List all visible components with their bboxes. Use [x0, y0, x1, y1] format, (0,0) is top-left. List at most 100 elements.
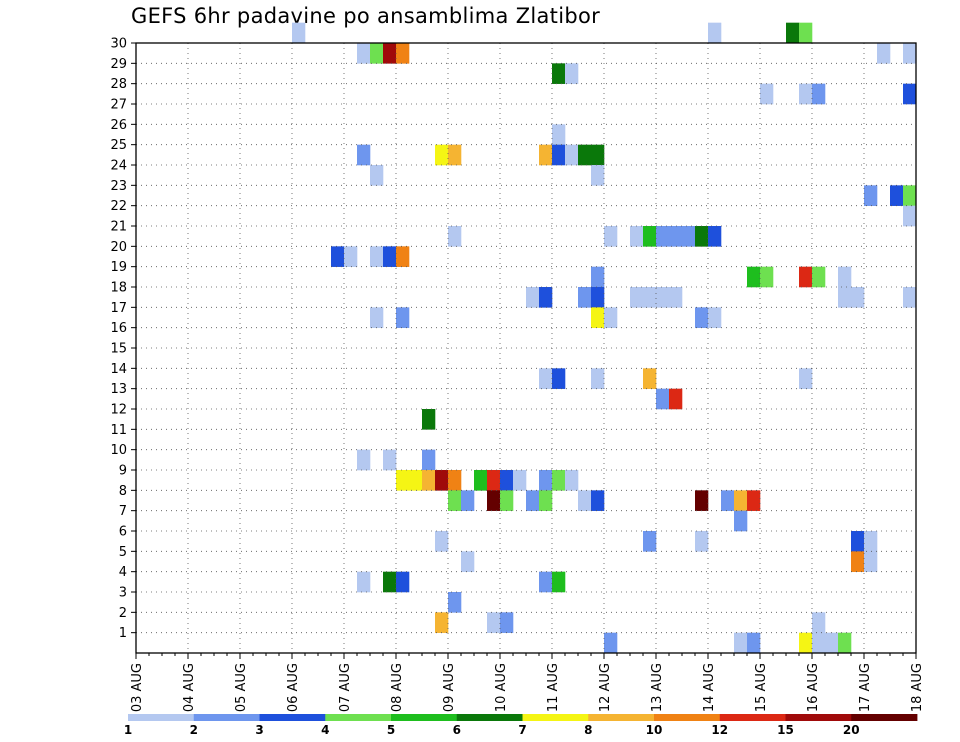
precip-cell-m8-s24: [448, 470, 462, 491]
precip-cell-m0-s52: [812, 632, 826, 654]
precip-cell-m20-s42: [682, 226, 696, 247]
precip-cell-m24-s17: [357, 144, 371, 166]
y-tick-label: 9: [119, 464, 127, 479]
precip-cell-m11-s22: [422, 409, 436, 430]
precip-cell-m22-s59: [903, 185, 917, 206]
precip-cell-m20-s39: [643, 226, 657, 247]
precip-cell-m19-s18: [370, 246, 384, 267]
precip-cell-m13-s32: [552, 368, 566, 389]
y-tick-label: 11: [110, 423, 127, 438]
legend-swatch: [456, 714, 523, 721]
y-tick-label: 17: [110, 301, 127, 316]
precip-cell-m29-s18: [370, 43, 384, 64]
x-tick-label: 17 AUG: [858, 663, 873, 712]
x-tick-label: 18 AUG: [910, 663, 925, 712]
precip-cell-m7-s25: [461, 490, 475, 511]
precip-cell-m16-s18: [370, 307, 384, 328]
legend-swatch: [851, 714, 918, 721]
precip-cell-m8-s22: [422, 470, 436, 491]
legend-swatch: [325, 714, 392, 721]
precip-cell-m5-s39: [643, 531, 657, 552]
precip-cell-m29-s57: [877, 43, 891, 64]
precip-cell-m8-s31: [539, 470, 553, 491]
precip-cell-m24-s33: [565, 144, 579, 166]
y-tick-label: 25: [110, 138, 127, 153]
precip-cell-m18-s35: [591, 266, 605, 288]
precip-cell-m3-s31: [539, 571, 553, 593]
precip-cell-m1-s52: [812, 612, 826, 633]
precip-cell-m7-s27: [487, 490, 501, 511]
x-tick-label: 15 AUG: [754, 663, 769, 712]
y-tick-label: 14: [110, 362, 127, 377]
precip-cell-m17-s30: [526, 287, 540, 308]
precip-cell-m5-s43: [695, 531, 709, 552]
precip-cell-m27-s52: [812, 83, 826, 105]
x-tick-label: 03 AUG: [130, 663, 145, 712]
y-tick-label: 16: [110, 321, 127, 336]
precip-cell-m7-s34: [578, 490, 592, 511]
precip-cell-m20-s24: [448, 226, 462, 247]
precip-cell-m17-s55: [851, 287, 865, 308]
legend-swatch: [588, 714, 655, 721]
precip-cell-m0-s53: [825, 632, 839, 654]
precip-cell-m6-s46: [734, 510, 748, 532]
y-tick-label: 29: [110, 57, 127, 72]
y-tick-label: 12: [110, 403, 127, 418]
precip-cell-m8-s21: [409, 470, 423, 491]
precip-cell-m23-s18: [370, 165, 384, 186]
precip-cell-m17-s40: [656, 287, 670, 308]
precip-cell-m9-s17: [357, 449, 371, 471]
precip-cell-m1-s27: [487, 612, 501, 633]
precip-cell-m4-s56: [864, 551, 878, 572]
precip-cell-m19-s20: [396, 246, 410, 267]
precip-cell-m13-s31: [539, 368, 553, 389]
precip-cell-m0-s51: [799, 632, 813, 654]
precip-cell-m7-s47: [747, 490, 761, 511]
chart-title: GEFS 6hr padavine po ansamblima Zlatibor: [131, 4, 601, 28]
precip-cell-m3-s32: [552, 571, 566, 593]
x-tick-label: 14 AUG: [702, 663, 717, 712]
y-tick-label: 4: [119, 565, 127, 580]
precip-cell-m28-s32: [552, 63, 566, 84]
y-tick-label: 5: [119, 545, 127, 560]
precip-cell-m7-s35: [591, 490, 605, 511]
precip-cell-m29-s19: [383, 43, 397, 64]
precip-cell-m12-s41: [669, 388, 683, 410]
legend-label: 10: [646, 723, 663, 737]
precip-cell-m7-s46: [734, 490, 748, 511]
y-tick-label: 28: [110, 77, 127, 92]
precip-cell-m24-s23: [435, 144, 449, 166]
precip-cell-m30-s12: [292, 22, 306, 44]
precip-cell-m8-s27: [487, 470, 501, 491]
precip-cell-m24-s34: [578, 144, 592, 166]
precip-cell-m7-s24: [448, 490, 462, 511]
precip-cell-m5-s55: [851, 531, 865, 552]
precip-cell-m9-s22: [422, 449, 436, 471]
y-tick-label: 1: [119, 626, 127, 641]
precip-cells: [292, 22, 917, 654]
legend-label: 6: [453, 723, 461, 737]
y-tick-label: 27: [110, 98, 127, 113]
y-tick-label: 2: [119, 606, 127, 621]
precip-cell-m3-s17: [357, 571, 371, 593]
x-tick-label: 12 AUG: [598, 663, 613, 712]
precip-cell-m1-s28: [500, 612, 514, 633]
precip-cell-m0-s54: [838, 632, 852, 654]
x-axis: 03 AUG 04 AUG 05 AUG 06 AUG 07 AUG 08 AUG 09 A…: [130, 653, 925, 712]
x-tick-label: 10 AUG: [494, 663, 509, 712]
precip-cell-m0-s47: [747, 632, 761, 654]
precip-cell-m23-s35: [591, 165, 605, 186]
precip-cell-m17-s41: [669, 287, 683, 308]
y-tick-label: 10: [110, 443, 127, 458]
precip-cell-m13-s39: [643, 368, 657, 389]
y-tick-label: 23: [110, 179, 127, 194]
y-tick-label: 30: [110, 37, 127, 52]
precip-cell-m30-s51: [799, 22, 813, 44]
legend-label: 8: [584, 723, 592, 737]
precip-cell-m20-s44: [708, 226, 722, 247]
precip-cell-m22-s58: [890, 185, 904, 206]
precip-cell-m25-s32: [552, 124, 566, 145]
precip-cell-m20-s36: [604, 226, 618, 247]
y-tick-label: 13: [110, 382, 127, 397]
